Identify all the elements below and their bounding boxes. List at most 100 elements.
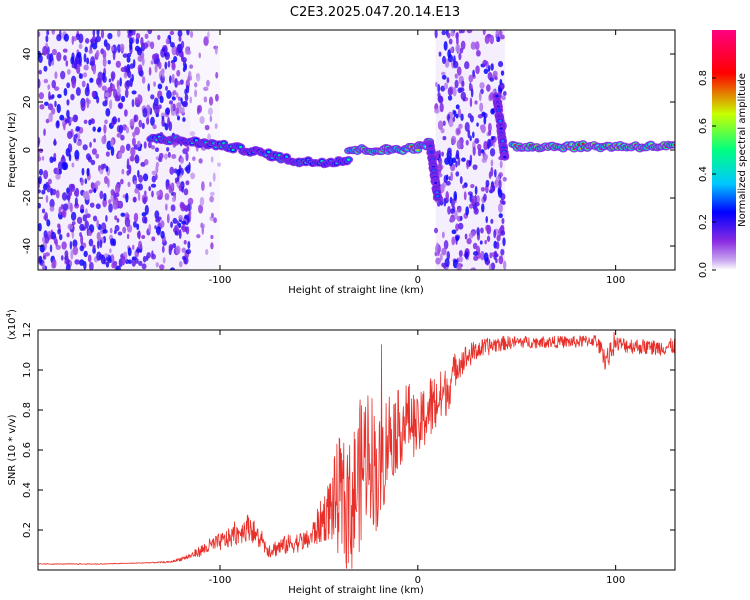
spectrogram-track (146, 92, 675, 202)
noise-blob (446, 154, 450, 162)
noise-blob (92, 64, 96, 75)
noise-blob (44, 101, 49, 106)
noise-blob (171, 73, 175, 84)
noise-blob (446, 251, 451, 261)
noise-blob (111, 262, 117, 269)
noise-blob (488, 129, 492, 136)
noise-blob (472, 146, 476, 156)
noise-blob (447, 147, 452, 154)
noise-blob (178, 35, 182, 42)
noise-blob (437, 83, 441, 93)
noise-blob (455, 113, 459, 119)
colorbar: 0.0 0.2 0.4 0.6 0.8 Normalized spectral ampl… (698, 30, 748, 278)
noise-blob (166, 213, 170, 224)
noise-blob (45, 194, 49, 203)
noise-blob (110, 193, 114, 203)
noise-blob (182, 117, 186, 122)
noise-blob (132, 131, 136, 138)
noise-blob (134, 97, 138, 104)
noise-blob (499, 34, 505, 40)
noise-blob (80, 101, 86, 112)
noise-blob (87, 229, 92, 236)
noise-blob (119, 77, 122, 87)
noise-blob (185, 248, 192, 255)
noise-blob (91, 90, 96, 98)
noise-blob (133, 114, 139, 122)
noise-blob (447, 95, 453, 101)
noise-blob (78, 43, 83, 50)
noise-blob (468, 74, 474, 83)
noise-blob (464, 233, 468, 240)
noise-blob (198, 158, 203, 164)
noise-blob (474, 41, 480, 51)
noise-blob (43, 78, 49, 84)
noise-blob (495, 30, 499, 38)
noise-blob (128, 30, 133, 34)
noise-blob (433, 227, 439, 234)
noise-blob (84, 46, 88, 53)
noise-blob (181, 224, 186, 233)
noise-blob (148, 141, 152, 149)
noise-blob (92, 126, 96, 132)
noise-blob (464, 121, 470, 132)
noise-blob (75, 125, 81, 132)
noise-blob (138, 260, 143, 266)
noise-blob (450, 198, 455, 208)
noise-blob (42, 255, 47, 260)
noise-blob (134, 126, 140, 136)
noise-blob (501, 95, 506, 101)
noise-blob (46, 219, 51, 227)
noise-blob (57, 93, 62, 99)
noise-blob (196, 105, 200, 115)
noise-blob (176, 115, 181, 121)
noise-blob (116, 218, 120, 223)
noise-blob (444, 82, 449, 90)
noise-blob (80, 234, 84, 245)
noise-blob (183, 239, 187, 245)
noise-blob (68, 183, 75, 190)
noise-blob (452, 60, 459, 69)
noise-blob (38, 152, 41, 158)
noise-blob (39, 104, 45, 110)
noise-blob (157, 34, 161, 40)
noise-blob (133, 212, 139, 223)
noise-blob (180, 40, 185, 49)
noise-blob (49, 53, 54, 62)
noise-blob (500, 70, 505, 76)
noise-blob (492, 88, 496, 94)
noise-blob (83, 119, 88, 125)
noise-blob (38, 182, 41, 189)
noise-blob (114, 97, 121, 102)
noise-blob (89, 141, 92, 148)
x-tick-label: 0 (415, 575, 421, 586)
noise-blob (502, 260, 507, 270)
noise-blob (212, 172, 216, 182)
noise-blob (126, 158, 130, 168)
noise-blob (463, 191, 467, 201)
noise-blob (142, 196, 147, 205)
noise-blob (154, 63, 158, 73)
noise-blob (198, 52, 202, 59)
noise-blob (447, 205, 451, 215)
noise-blob (76, 141, 82, 146)
noise-blob (88, 238, 94, 247)
noise-blob (110, 146, 115, 157)
noise-blob (458, 250, 463, 257)
noise-blob (488, 264, 492, 270)
noise-blob (46, 184, 51, 193)
noise-blob (438, 95, 444, 104)
noise-blob (91, 118, 95, 125)
noise-blob (102, 229, 108, 234)
noise-blob (462, 184, 465, 189)
noise-blob (121, 124, 128, 131)
spectrogram-y-axis-label: Frequency (Hz) (7, 112, 18, 188)
noise-blob (66, 99, 70, 106)
noise-blob (120, 95, 126, 103)
noise-blob (486, 224, 490, 234)
noise-blob (38, 168, 44, 176)
noise-blob (171, 96, 176, 101)
noise-blob (102, 85, 106, 91)
noise-blob (120, 212, 126, 217)
noise-blob (445, 191, 449, 201)
noise-blob (102, 49, 107, 60)
